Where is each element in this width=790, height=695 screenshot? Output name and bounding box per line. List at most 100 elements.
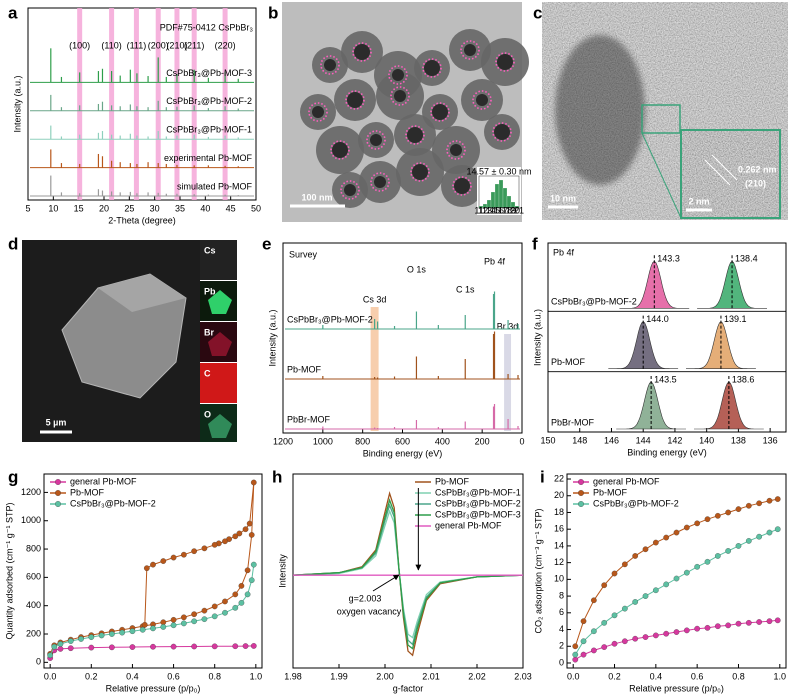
eds-map-cs — [200, 240, 237, 280]
data-point — [591, 597, 597, 604]
tem-particle — [412, 164, 428, 180]
eds-signal — [208, 332, 232, 356]
x-tick-label: 0.6 — [167, 671, 180, 681]
tem-particle-marker — [452, 176, 472, 196]
tem-particle — [370, 134, 382, 146]
x-tick-label: 1.98 — [284, 671, 302, 681]
legend-marker — [55, 501, 61, 507]
tem-particle — [347, 92, 363, 108]
x-tick-label: 1200 — [273, 436, 293, 446]
data-point — [704, 516, 711, 523]
legend-label: CsPbBr₃@Pb-MOF-1 — [435, 487, 521, 497]
series-label: CsPbBr₃@Pb-MOF-2 — [551, 297, 637, 307]
tem-particle — [432, 104, 448, 120]
tem-particle-marker — [370, 172, 390, 192]
tem-particle — [424, 60, 440, 76]
x-tick-label: 142 — [667, 435, 682, 445]
hrtem-image — [542, 2, 788, 220]
data-point — [694, 625, 701, 632]
highlight-band — [370, 307, 379, 431]
tem-particle — [407, 127, 423, 143]
x-tick-label: 13 — [482, 205, 492, 215]
data-point — [735, 543, 742, 549]
y-tick-label: 8 — [559, 590, 564, 600]
y-axis-label: Intensity (a.u.) — [12, 75, 22, 132]
panel-label: h — [272, 467, 282, 486]
histogram-bar — [498, 179, 504, 209]
crystal-face — [98, 274, 186, 312]
tem-particle-marker — [388, 65, 408, 85]
x-tick-label: 0.2 — [85, 671, 98, 681]
data-point — [766, 618, 773, 625]
data-point — [766, 529, 773, 536]
tem-image — [282, 2, 529, 222]
data-point — [673, 575, 680, 582]
x-tick-label: 0.8 — [732, 671, 745, 681]
tem-particle — [374, 176, 386, 188]
data-point — [774, 496, 781, 502]
data-point — [652, 632, 659, 639]
tem-particle-marker — [330, 140, 350, 160]
x-tick-label: 0 — [519, 436, 524, 446]
data-point — [580, 618, 587, 625]
data-point — [129, 628, 136, 635]
x-tick-label: 0.0 — [567, 671, 580, 681]
data-point — [683, 524, 690, 531]
data-point — [601, 644, 608, 650]
tem-particle — [394, 90, 406, 102]
panel-label: g — [8, 467, 18, 486]
tem-particle — [354, 44, 370, 60]
tem-particle — [312, 106, 324, 118]
x-tick-label: 5 — [25, 203, 30, 213]
y-tick-label: 2 — [559, 641, 564, 651]
data-point — [663, 581, 670, 588]
reference-band — [174, 8, 180, 200]
peak-annotation: O 1s — [407, 264, 427, 274]
reference-label: (210) — [166, 40, 187, 50]
peak-label: 138.6 — [732, 374, 755, 384]
data-point — [621, 605, 628, 612]
data-point — [109, 644, 115, 651]
legend-label: CsPbBr₃@Pb-MOF-3 — [435, 509, 521, 519]
data-point — [580, 638, 587, 645]
y-tick-label: 400 — [26, 600, 41, 610]
data-point — [78, 636, 84, 642]
y-axis-label: Quantity adsorbed (cm⁻¹ g⁻¹ STP) — [4, 502, 14, 639]
data-point — [642, 546, 649, 553]
eds-element-label: Pb — [204, 286, 216, 296]
data-point — [766, 497, 773, 504]
x-tick-label: 400 — [435, 436, 450, 446]
x-axis-label: Binding energy (eV) — [627, 447, 707, 457]
series-label: PbBr-MOF — [287, 414, 331, 424]
data-point — [150, 643, 156, 650]
x-tick-label: 0.4 — [650, 671, 663, 681]
fitted-peak — [619, 260, 690, 309]
data-point — [621, 638, 628, 645]
y-tick-label: 10 — [554, 574, 564, 584]
y-axis-label: Intensity (a.u.) — [532, 309, 542, 366]
x-tick-label: 1.99 — [330, 671, 348, 681]
data-point — [250, 643, 257, 649]
legend-label: Pb-MOF — [435, 476, 470, 486]
tem-particle-marker — [410, 162, 430, 182]
zoom-link — [641, 132, 682, 219]
y-tick-label: 0 — [36, 657, 41, 667]
tem-particle — [464, 44, 476, 56]
y-tick-label: 1200 — [21, 487, 41, 497]
highlight-band — [504, 334, 512, 431]
peak-annotation: C 1s — [456, 284, 475, 294]
series-label: Pb-MOF — [287, 364, 322, 374]
data-point — [725, 622, 732, 629]
data-point — [141, 621, 148, 628]
data-point — [211, 603, 218, 610]
x-tick-label: 10 — [48, 203, 58, 213]
eds-map-c — [200, 363, 237, 403]
data-point — [201, 607, 208, 614]
data-point — [139, 626, 146, 633]
sem-image — [22, 240, 237, 442]
panel-letters: a b c d e f g h i — [8, 3, 545, 486]
data-point — [238, 583, 245, 589]
tem-particle — [497, 54, 513, 70]
data-point — [611, 612, 618, 619]
